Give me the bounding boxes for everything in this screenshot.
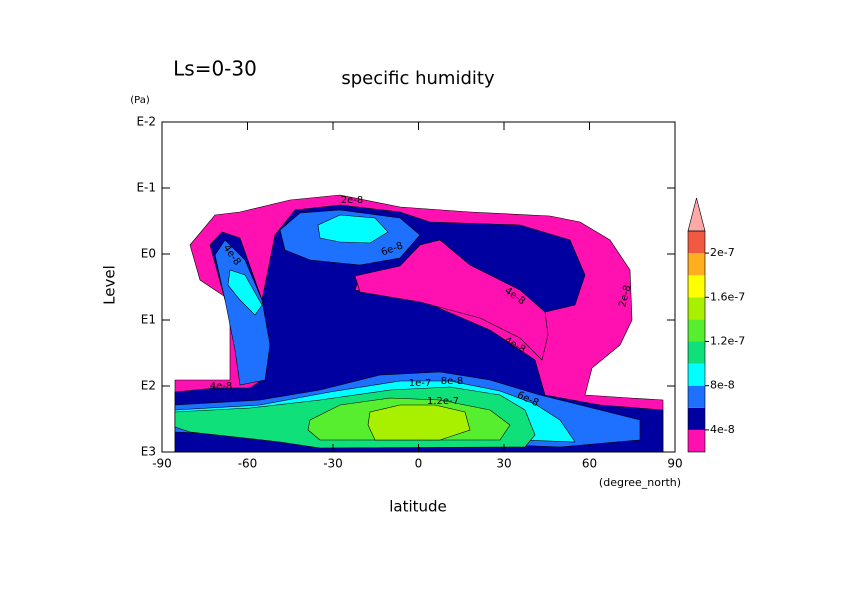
colorbar-extend (687, 197, 706, 232)
y-tick-label: E3 (141, 445, 156, 459)
y-tick-label: E2 (141, 379, 156, 393)
colorbar-segment (688, 297, 705, 320)
colorbar-segment (688, 231, 705, 254)
y-tick-label: E0 (141, 247, 156, 261)
contour-label: 1e-7 (409, 378, 432, 389)
colorbar-label: 1.6e-7 (710, 290, 745, 303)
x-tick-label: -90 (152, 457, 172, 471)
contour-region (367, 404, 471, 441)
annotation: Ls=0-30 (173, 57, 257, 81)
contour-label: 8e-8 (441, 376, 464, 387)
x-tick-label: 0 (415, 457, 423, 471)
colorbar-segment (688, 429, 705, 452)
y-tick-label: E1 (141, 313, 156, 327)
chart-title: specific humidity (341, 68, 495, 89)
colorbar-label: 8e-8 (710, 379, 735, 392)
x-tick-label: 60 (582, 457, 597, 471)
contour-label: 1.2e-7 (427, 396, 459, 407)
colorbar-label: 4e-8 (710, 423, 735, 436)
contour-label: 2e-8 (341, 195, 364, 206)
x-label: latitude (389, 498, 447, 516)
y-unit: (Pa) (130, 95, 150, 106)
y-tick-label: E-2 (136, 115, 156, 129)
x-tick-label: -60 (238, 457, 258, 471)
x-unit: (degree_north) (599, 476, 681, 489)
colorbar-segment (688, 407, 705, 430)
contour-region (214, 239, 271, 386)
y-tick-label: E-1 (136, 181, 156, 195)
y-label: Level (101, 265, 119, 305)
colorbar-segment (688, 253, 705, 276)
colorbar-label: 1.2e-7 (710, 335, 745, 348)
contour-region (174, 204, 664, 453)
colorbar-segment (688, 341, 705, 364)
x-tick-label: 30 (496, 457, 511, 471)
colorbar-label: 2e-7 (710, 246, 735, 259)
colorbar-segment (688, 363, 705, 386)
contour-region (227, 269, 263, 316)
colorbar-segment (688, 275, 705, 298)
colorbar-segment (688, 385, 705, 408)
x-tick-label: -30 (323, 457, 343, 471)
contour-region (317, 214, 389, 244)
contour-label: 4e-8 (210, 381, 233, 392)
contour-region (354, 239, 549, 361)
colorbar-segment (688, 319, 705, 342)
x-tick-label: 90 (667, 457, 682, 471)
